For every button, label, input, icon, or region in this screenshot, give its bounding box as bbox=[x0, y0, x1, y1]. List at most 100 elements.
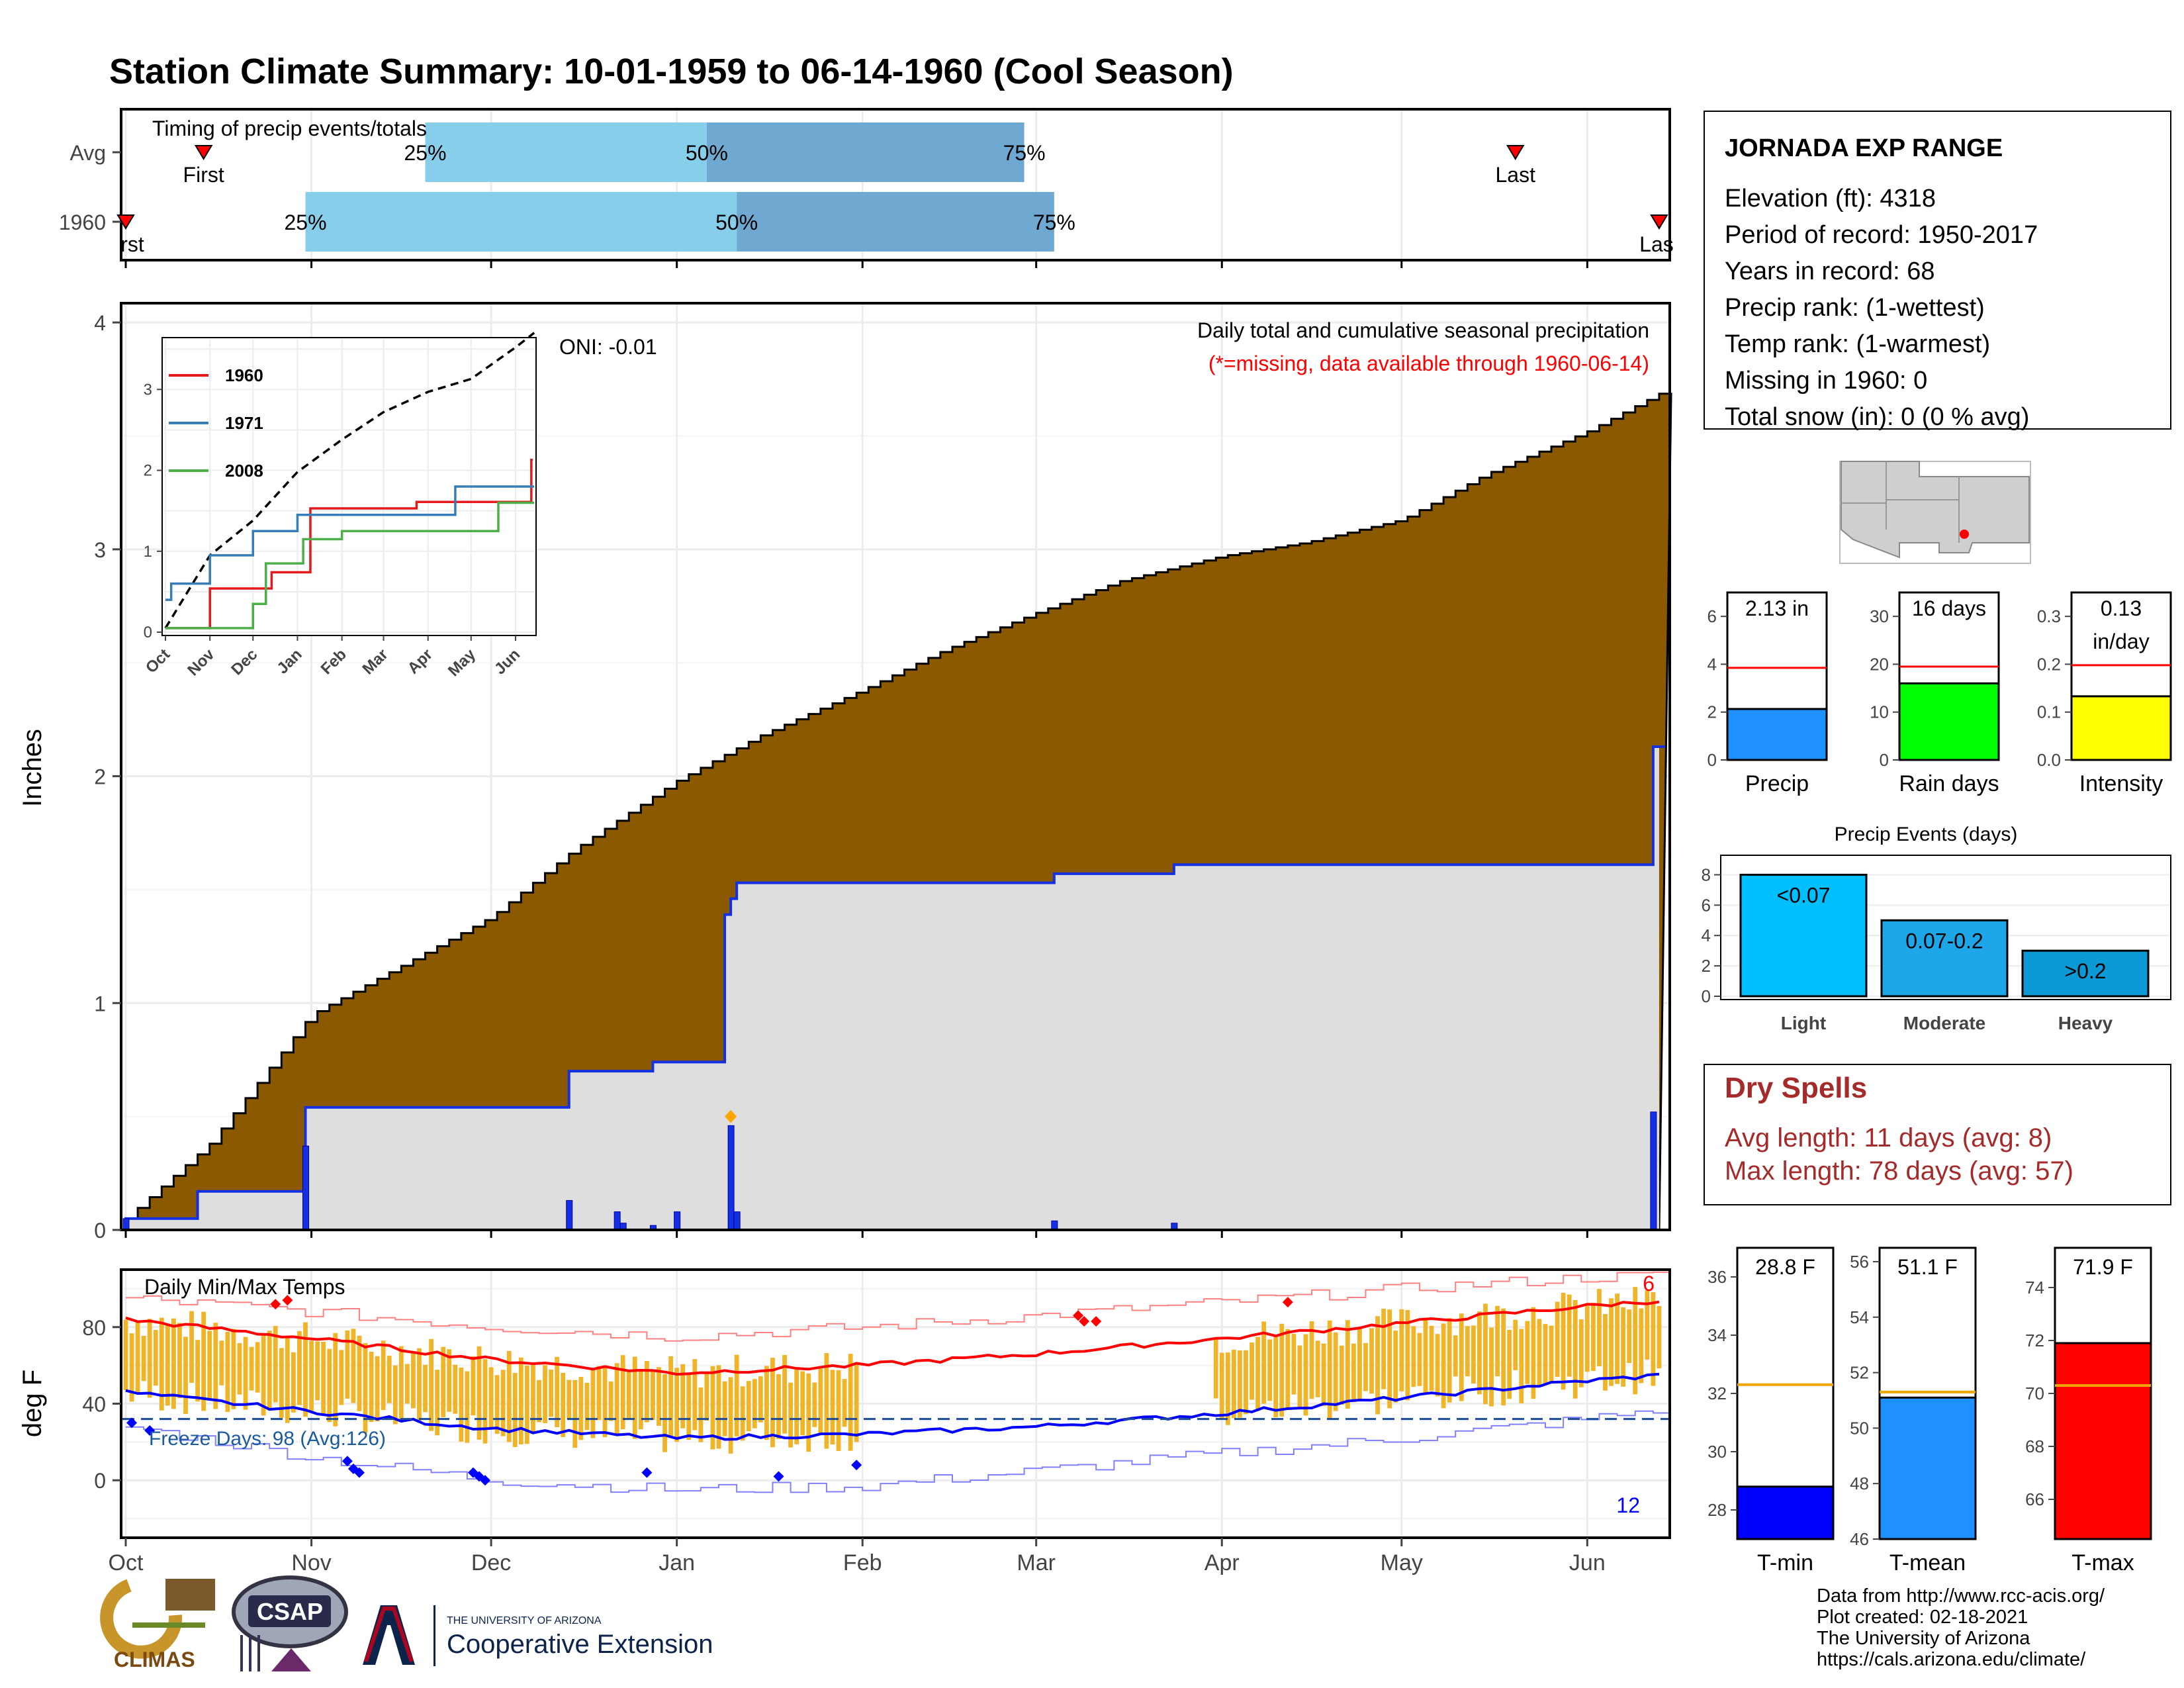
event-axis-label: Moderate bbox=[1903, 1013, 1985, 1033]
record-high-marker bbox=[1282, 1297, 1293, 1308]
daily-precip-bar bbox=[614, 1211, 621, 1231]
inset-legend-label: 1971 bbox=[225, 413, 263, 433]
daily-temp-bar bbox=[752, 1379, 757, 1429]
daily-temp-bar bbox=[183, 1336, 188, 1414]
daily-temp-bar bbox=[848, 1354, 853, 1451]
daily-temp-bar bbox=[662, 1374, 667, 1452]
temp-summary-ytick-label: 68 bbox=[2025, 1436, 2044, 1456]
daily-temp-bar bbox=[165, 1323, 170, 1406]
daily-temp-bar bbox=[531, 1363, 535, 1434]
mini-value-label: 2.13 in bbox=[1745, 596, 1809, 620]
daily-temp-bar bbox=[1519, 1329, 1524, 1403]
daily-temp-bar bbox=[1309, 1321, 1314, 1399]
daily-temp-bar bbox=[830, 1370, 835, 1445]
inset-ytick-label: 2 bbox=[144, 462, 152, 480]
daily-temp-bar bbox=[722, 1381, 727, 1436]
daily-temp-bar bbox=[590, 1369, 596, 1438]
daily-temp-bar bbox=[1387, 1309, 1392, 1409]
station-line: Precip rank: (1-wettest) bbox=[1725, 294, 1985, 322]
daily-temp-bar bbox=[141, 1335, 146, 1382]
daily-temp-bar bbox=[776, 1374, 781, 1439]
daily-temp-bar bbox=[1561, 1292, 1566, 1390]
timing-p25: 25% bbox=[284, 211, 326, 234]
university-of-arizona-logo: THE UNIVERSITY OF ARIZONA Cooperative Ex… bbox=[363, 1605, 713, 1666]
daily-temp-bar bbox=[1441, 1323, 1446, 1409]
record-low-marker bbox=[341, 1456, 353, 1467]
mini-ytick-label: 0.0 bbox=[2037, 750, 2061, 770]
station-location-marker bbox=[1960, 530, 1969, 539]
daily-temp-bar bbox=[447, 1349, 452, 1412]
temp-xtick-label: Jan bbox=[659, 1550, 695, 1575]
daily-temp-bar bbox=[1507, 1329, 1512, 1399]
record-low-marker bbox=[126, 1417, 138, 1429]
temp-summary-label: T-min bbox=[1757, 1550, 1813, 1575]
daily-temp-bar bbox=[404, 1364, 410, 1404]
daily-temp-bar bbox=[1429, 1325, 1434, 1391]
record-high-count: 6 bbox=[1643, 1272, 1655, 1295]
temp-marks bbox=[122, 1271, 1672, 1493]
temp-xtick-label: Mar bbox=[1017, 1550, 1056, 1575]
temp-ytick-label: 0 bbox=[94, 1469, 106, 1493]
daily-temp-bar bbox=[1250, 1342, 1254, 1400]
daily-precip-bar bbox=[566, 1199, 573, 1231]
precip-ytick-label: 0 bbox=[94, 1219, 106, 1243]
daily-temp-bar bbox=[1477, 1311, 1482, 1395]
inset-line-1960 bbox=[165, 458, 533, 630]
dry-spells-panel: Dry Spells Avg length: 11 days (avg: 8) … bbox=[1704, 1064, 2171, 1205]
daily-temp-bar bbox=[800, 1371, 805, 1436]
daily-temp-bar bbox=[398, 1346, 404, 1423]
daily-temp-bar bbox=[1572, 1299, 1578, 1399]
inset-frame bbox=[161, 337, 537, 636]
mini-ytick-label: 0.2 bbox=[2037, 654, 2061, 674]
mini-bar-rain-days bbox=[1898, 682, 2000, 761]
event-axis-label: Heavy bbox=[2058, 1013, 2113, 1033]
daily-temp-bar bbox=[549, 1369, 553, 1417]
daily-temp-bar bbox=[267, 1331, 272, 1411]
station-line: Years in record: 68 bbox=[1725, 258, 1935, 285]
daily-temp-bar bbox=[255, 1342, 260, 1393]
temp-summary-ytick-label: 70 bbox=[2025, 1383, 2044, 1403]
daily-temp-bar bbox=[1279, 1323, 1285, 1417]
daily-precip-bar bbox=[302, 1145, 310, 1231]
temp-summary-bar-t-max bbox=[2054, 1342, 2152, 1540]
events-ytick-label: 2 bbox=[1702, 956, 1711, 976]
daily-temp-bar bbox=[1471, 1325, 1476, 1384]
timing-panel: Avg 25% 50% 75% First Last 1960 25% 50% 75% rst Las… bbox=[59, 108, 1674, 268]
daily-temp-bar bbox=[758, 1376, 763, 1423]
mini-axis-label: Intensity bbox=[2079, 771, 2163, 796]
daily-temp-bar bbox=[1567, 1294, 1572, 1377]
record-low-marker bbox=[773, 1471, 784, 1482]
daily-temp-bar bbox=[728, 1377, 733, 1454]
daily-temp-bar bbox=[764, 1366, 769, 1440]
daily-temp-bar bbox=[1584, 1305, 1590, 1372]
daily-temp-bar bbox=[1321, 1343, 1326, 1407]
events-ytick-label: 4 bbox=[1702, 925, 1711, 945]
daily-temp-bar bbox=[261, 1335, 266, 1416]
daily-precip-bar bbox=[1051, 1220, 1058, 1231]
inset-ytick-label: 3 bbox=[144, 381, 152, 399]
mini-value-label: 0.13 bbox=[2101, 596, 2142, 620]
credit-line: https://cals.arizona.edu/climate/ bbox=[1817, 1649, 2086, 1670]
daily-temp-bar bbox=[1273, 1335, 1279, 1417]
timing-bar-upper bbox=[737, 192, 1054, 252]
daily-temp-bar bbox=[1459, 1313, 1464, 1401]
mini-ytick-label: 4 bbox=[1707, 654, 1717, 674]
daily-temp-bar bbox=[1213, 1338, 1218, 1399]
mini-value-label: 16 days bbox=[1912, 596, 1986, 620]
daily-temp-bar bbox=[1453, 1335, 1458, 1377]
station-lines: Elevation (ft): 4318 Period of record: 19… bbox=[1725, 185, 2038, 431]
daily-temp-bar bbox=[1351, 1343, 1356, 1403]
precip-marks bbox=[122, 393, 1672, 1231]
timing-p75: 75% bbox=[1003, 141, 1046, 165]
inset-legend-label: 1960 bbox=[225, 365, 263, 385]
daily-temp-bar bbox=[1597, 1289, 1602, 1366]
timing-bars: Avg 25% 50% 75% First Last 1960 25% 50% 75% rst Las bbox=[59, 122, 1674, 256]
daily-temp-bar bbox=[716, 1365, 721, 1449]
daily-temp-bar bbox=[638, 1370, 643, 1430]
avg_min-line bbox=[125, 1372, 1660, 1441]
timing-row-label: Avg bbox=[69, 141, 106, 165]
daily-temp-bar bbox=[818, 1368, 823, 1434]
inset-ytick-label: 1 bbox=[144, 543, 152, 561]
footer: CLIMAS CSAP THE UNIVERSITY OF ARIZONA Co… bbox=[100, 1575, 2105, 1671]
temp-summary-ytick-label: 56 bbox=[1850, 1252, 1869, 1272]
